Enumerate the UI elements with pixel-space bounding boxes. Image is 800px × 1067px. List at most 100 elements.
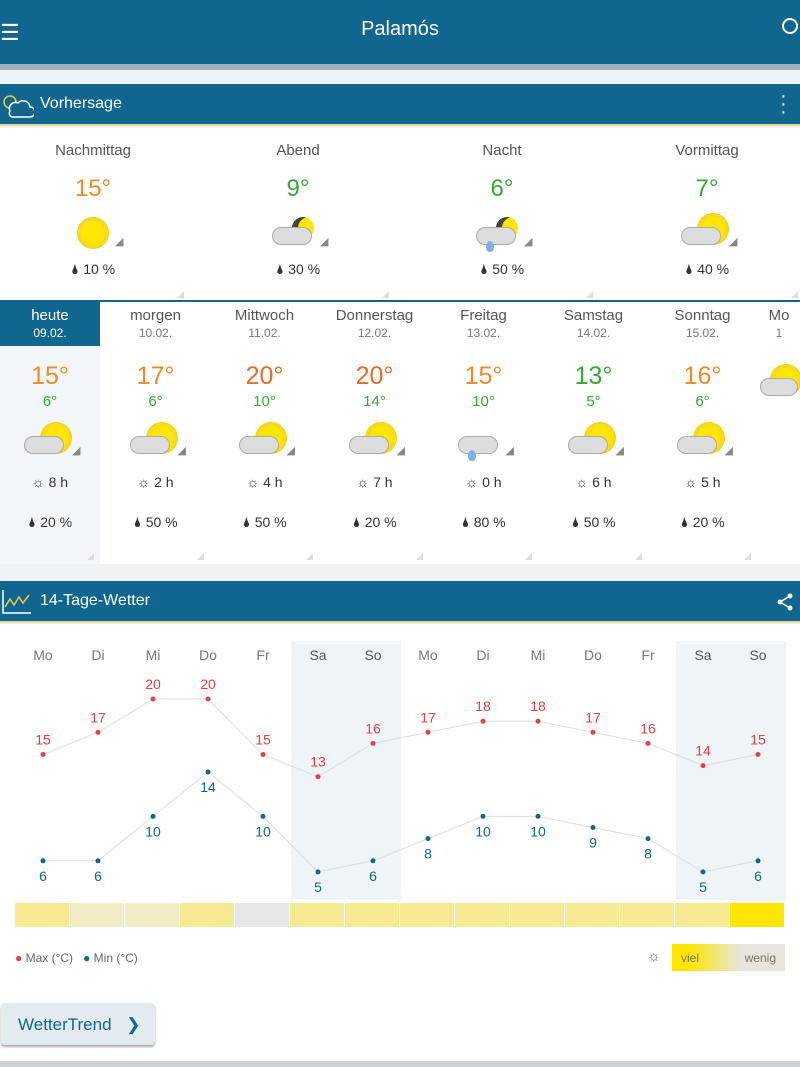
- day-name: Freitag: [460, 307, 507, 324]
- 14-day-chart-card: Mo Di Mi Do Fr Sa So Mo Di Mi Do Fr Sa So 15 17 20 20 15 13…: [0, 624, 800, 1061]
- sunshine-hours: 7 h: [373, 474, 393, 490]
- data-label: 9: [589, 835, 597, 851]
- data-point: [480, 813, 486, 819]
- day-name: Mo: [768, 307, 790, 324]
- data-label: 16: [365, 720, 381, 736]
- rain-probability: 80 %: [473, 514, 506, 530]
- data-label: 18: [475, 698, 491, 714]
- day-tick-label: Do: [199, 647, 217, 663]
- expand-corner-icon: [87, 553, 94, 560]
- data-point: [590, 729, 596, 735]
- rain-probability: 50 %: [583, 514, 616, 530]
- max-temp: 15°: [464, 362, 503, 390]
- data-label: 10: [475, 823, 491, 839]
- data-label: 17: [585, 709, 601, 725]
- menu-icon[interactable]: ☰: [0, 20, 20, 45]
- period-2[interactable]: Nacht 6° ◢ 🌢︎ 50 %: [409, 128, 595, 302]
- day-name: morgen: [130, 307, 181, 324]
- daily-forecast: heute 09.02. 15° 6° ◢ ☼ 8 h 🌢︎ 20 % morg…: [0, 302, 800, 564]
- data-label: 10: [530, 823, 546, 839]
- sun-icon: ☼: [246, 474, 260, 490]
- expand-corner-icon: [382, 291, 389, 298]
- day-date: 11.02.: [248, 326, 281, 340]
- sunshine-cell: [565, 903, 619, 927]
- data-label: 13: [310, 754, 326, 770]
- data-point: [700, 869, 706, 875]
- more-options-icon[interactable]: · · ·: [780, 85, 787, 123]
- wind-direction-icon: ◢: [729, 236, 738, 248]
- share-icon[interactable]: [776, 593, 794, 611]
- sunshine-hours: 4 h: [263, 474, 283, 490]
- day-5[interactable]: Samstag 14.02. 13° 5° ◢ ☼ 6 h 🌢︎ 50 %: [539, 302, 648, 564]
- raindrop-icon: [467, 450, 476, 461]
- weekend-shade: [676, 641, 731, 900]
- wind-direction-icon: ◢: [115, 236, 124, 248]
- day-tick-label: So: [364, 647, 381, 663]
- trend-header: 14-Tage-Wetter: [0, 581, 800, 623]
- temperature-chart: Mo Di Mi Do Fr Sa So Mo Di Mi Do Fr Sa So 15 17 20 20 15 13…: [15, 641, 786, 927]
- sunshine-cell: [180, 903, 234, 927]
- raindrop-icon: 🌢︎: [352, 514, 361, 530]
- divider: [0, 1061, 800, 1067]
- data-point: [205, 696, 211, 702]
- max-temp: 16°: [683, 362, 722, 390]
- day-tick-label: Mo: [33, 647, 53, 663]
- rain-probability: 10 %: [83, 261, 116, 277]
- sunshine-cell: [730, 903, 784, 927]
- data-label: 15: [255, 732, 271, 748]
- day-7[interactable]: Mo 1: [758, 302, 800, 564]
- period-temp: 7°: [695, 175, 719, 202]
- sun-icon: [81, 221, 105, 245]
- sunshine-hours: 8 h: [48, 474, 69, 490]
- day-3[interactable]: Donnerstag 12.02. 20° 14° ◢ ☼ 7 h 🌢︎ 20 …: [320, 302, 429, 564]
- day-0[interactable]: heute 09.02. 15° 6° ◢ ☼ 8 h 🌢︎ 20 %: [0, 302, 100, 564]
- data-label: 15: [35, 732, 51, 748]
- chart-icon: [2, 590, 31, 614]
- data-point: [315, 774, 321, 780]
- series-line-min: [43, 771, 759, 873]
- period-forecast: Nachmittag 15° ◢ 🌢︎ 10 % Abend 9° ◢ 🌢︎ 3…: [0, 128, 800, 302]
- cloud-icon: [457, 436, 498, 454]
- period-temp: 15°: [74, 175, 112, 202]
- period-temp: 6°: [490, 175, 514, 202]
- sunshine-hours: 2 h: [154, 474, 174, 490]
- data-point: [370, 740, 376, 746]
- day-2[interactable]: Mittwoch 11.02. 20° 10° ◢ ☼ 4 h 🌢︎ 50 %: [210, 302, 319, 564]
- sunshine-cell: [675, 903, 729, 927]
- search-icon[interactable]: [782, 18, 798, 34]
- min-temp: 10°: [253, 393, 276, 410]
- period-1[interactable]: Abend 9° ◢ 🌢︎ 30 %: [205, 128, 391, 302]
- day-1[interactable]: morgen 10.02. 17° 6° ◢ ☼ 2 h 🌢︎ 50 %: [101, 302, 210, 564]
- sunshine-cell: [290, 903, 344, 927]
- sun-icon: ☼: [647, 948, 661, 965]
- data-point: [315, 869, 321, 875]
- min-temp: 6°: [42, 393, 58, 410]
- sun-icon: ☼: [137, 474, 151, 490]
- day-name: Samstag: [563, 307, 624, 324]
- day-date: 15.02.: [685, 326, 720, 340]
- cloud-icon: [129, 436, 170, 454]
- cloud-icon: [238, 436, 279, 454]
- day-name: Mittwoch: [234, 307, 295, 324]
- expand-corner-icon: [177, 291, 184, 298]
- max-temp: 17°: [136, 362, 175, 390]
- period-3[interactable]: Vormittag 7° ◢ 🌢︎ 40 %: [614, 128, 800, 302]
- rain-probability: 20 %: [692, 514, 725, 530]
- data-label: 6: [369, 868, 377, 884]
- period-name: Nachmittag: [55, 142, 131, 159]
- sunshine-cell: [510, 903, 564, 927]
- data-point: [535, 813, 541, 819]
- data-point: [150, 696, 156, 702]
- day-4[interactable]: Freitag 13.02. 15° 10° ◢ ☼ 0 h 🌢︎ 80 %: [429, 302, 538, 564]
- wind-direction-icon: ◢: [615, 445, 624, 457]
- button-label: WetterTrend: [18, 1015, 112, 1034]
- raindrop-icon: 🌢︎: [479, 261, 489, 277]
- period-0[interactable]: Nachmittag 15° ◢ 🌢︎ 10 %: [0, 128, 186, 302]
- data-label: 16: [640, 720, 656, 736]
- data-point: [755, 858, 761, 864]
- sunshine-cell: [455, 903, 509, 927]
- data-point: [590, 825, 596, 830]
- wettertrend-button[interactable]: WetterTrend ❯: [1, 1003, 155, 1045]
- day-6[interactable]: Sonntag 15.02. 16° 6° ◢ ☼ 5 h 🌢︎ 20 %: [648, 302, 757, 564]
- data-label: 6: [39, 868, 47, 884]
